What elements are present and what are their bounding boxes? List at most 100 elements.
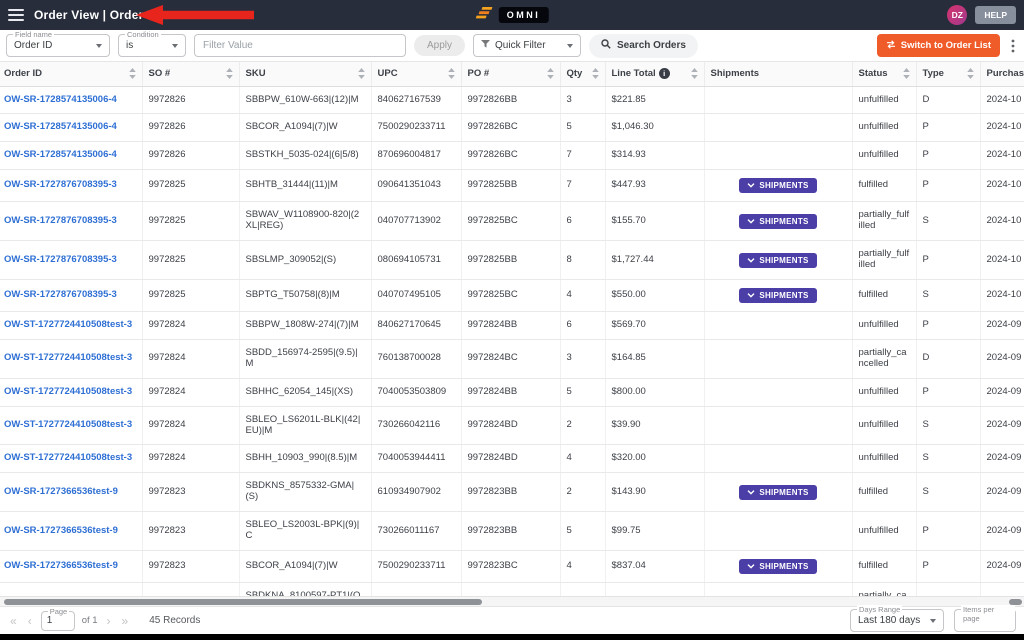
column-label: Status (858, 68, 888, 80)
table-row: OW-SR-1727876708395-3 9972825 SBHTB_31444|… (0, 169, 1024, 203)
cell-line-total: $1,046.30 (605, 113, 705, 143)
cell-line-total: $447.93 (605, 169, 705, 203)
cell-order-id: OW-SR-1727366536test-9 (0, 550, 143, 584)
page-number-input[interactable] (46, 615, 69, 626)
sort-icon[interactable] (447, 68, 455, 80)
shipments-button[interactable]: SHIPMENTS (739, 484, 817, 500)
chevron-down-icon (172, 43, 178, 48)
previous-page-button[interactable]: ‹ (27, 613, 32, 628)
order-id-link[interactable]: OW-SR-1727366536test-9 (4, 560, 118, 572)
order-id-link[interactable]: OW-SR-1727366536test-9 (4, 524, 118, 536)
field-name-select[interactable]: Field name Order ID (6, 30, 110, 57)
column-header-sku[interactable]: SKU (239, 62, 372, 87)
order-id-link[interactable]: OW-ST-1727724410508test-3 (4, 385, 133, 397)
cell-line-total: $800.00 (605, 378, 705, 407)
order-id-link[interactable]: OW-ST-1727724410508test-3 (4, 419, 133, 431)
cell-so-number: 9972823 (142, 550, 240, 584)
cell-order-id: OW-SR-1727876708395-3 (0, 240, 143, 280)
order-id-link[interactable]: OW-SR-1727876708395-3 (4, 253, 117, 265)
order-id-link[interactable]: OW-SR-1728574135006-4 (4, 149, 117, 161)
cell-type: S (916, 406, 981, 446)
pinned-scrollbar-thumb[interactable] (1009, 599, 1022, 605)
shipments-button-label: SHIPMENTS (759, 216, 809, 226)
cell-shipments (704, 444, 853, 474)
cell-so-number: 9972826 (142, 86, 240, 115)
shipments-button[interactable]: SHIPMENTS (739, 178, 817, 194)
cell-sku: SBLEO_LS6201L-BLK|(42|EU)|M (239, 406, 372, 446)
column-header-purchase[interactable]: Purchase (980, 62, 1024, 87)
column-header-order-id[interactable]: Order ID (0, 62, 143, 87)
column-header-po-[interactable]: PO # (461, 62, 561, 87)
table-row: OW-SR-1728574135006-4 9972826 SBCOR_A1094|… (0, 113, 1024, 143)
column-header-so-[interactable]: SO # (142, 62, 240, 87)
order-id-link[interactable]: OW-SR-1728574135006-4 (4, 121, 117, 133)
switch-to-order-list-button[interactable]: Switch to Order List (876, 34, 1000, 57)
sort-icon[interactable] (357, 68, 365, 80)
column-header-shipments[interactable]: Shipments (704, 62, 853, 87)
cell-po-number: 9972826BC (461, 113, 561, 143)
shipments-button[interactable]: SHIPMENTS (739, 213, 817, 229)
column-header-qty[interactable]: Qty (560, 62, 606, 87)
omni-logo-text: OMNI (498, 7, 549, 23)
cell-sku: SBCOR_A1094|(7)|W (239, 550, 372, 584)
cell-po-number: 9972825BC (461, 279, 561, 312)
condition-select[interactable]: Condition is (118, 30, 186, 57)
filter-value-input[interactable] (194, 34, 406, 57)
items-per-page-select[interactable]: Items per page 100 (954, 605, 1016, 632)
cell-so-number: 9972823 (142, 511, 240, 552)
last-page-button[interactable]: » (121, 613, 129, 628)
shipments-button[interactable]: SHIPMENTS (739, 287, 817, 303)
order-id-link[interactable]: OW-SR-1727876708395-3 (4, 179, 117, 191)
sort-icon[interactable] (225, 68, 233, 80)
cell-purchase-date: 2024-09 (980, 311, 1024, 340)
shipments-button[interactable]: SHIPMENTS (739, 559, 817, 575)
cell-upc: 7040053944411 (371, 444, 462, 474)
help-button[interactable]: HELP (975, 6, 1016, 24)
cell-type: S (916, 201, 981, 242)
shipments-button-label: SHIPMENTS (759, 290, 809, 300)
apply-button[interactable]: Apply (414, 35, 466, 56)
next-page-button[interactable]: › (106, 613, 111, 628)
search-orders-button[interactable]: Search Orders (589, 33, 698, 58)
order-id-link[interactable]: OW-ST-1727724410508test-3 (4, 352, 133, 364)
order-id-link[interactable]: OW-SR-1727876708395-3 (4, 214, 117, 226)
column-header-line-total[interactable]: Line Total (605, 62, 705, 87)
cell-status: unfulfilled (852, 444, 917, 474)
order-id-link[interactable]: OW-SR-1728574135006-4 (4, 93, 117, 105)
cell-line-total: $1,727.44 (605, 240, 705, 280)
cell-type: S (916, 279, 981, 312)
quick-filter-select[interactable]: Quick Filter (473, 34, 582, 57)
days-range-select[interactable]: Days Range Last 180 days (850, 605, 944, 632)
cell-line-total: $221.85 (605, 86, 705, 115)
column-header-upc[interactable]: UPC (371, 62, 462, 87)
cell-status: unfulfilled (852, 141, 917, 171)
column-header-type[interactable]: Type (916, 62, 981, 87)
sort-icon[interactable] (690, 68, 698, 80)
cell-status: partially_cancelled (852, 339, 917, 379)
avatar[interactable]: DZ (947, 5, 968, 25)
chevron-down-icon (930, 618, 936, 623)
sort-icon[interactable] (902, 68, 910, 80)
sort-icon[interactable] (966, 68, 974, 80)
shipments-button[interactable]: SHIPMENTS (739, 252, 817, 268)
order-id-link[interactable]: OW-ST-1727724410508test-3 (4, 452, 133, 464)
info-icon[interactable] (658, 68, 670, 80)
cell-so-number: 9972824 (142, 378, 240, 407)
kebab-menu-icon[interactable] (1008, 39, 1018, 53)
cell-qty: 4 (560, 444, 606, 474)
sort-icon[interactable] (128, 68, 136, 80)
horizontal-scrollbar-thumb[interactable] (4, 599, 482, 605)
order-id-link[interactable]: OW-SR-1727876708395-3 (4, 288, 117, 300)
order-id-link[interactable]: OW-SR-1727366536test-9 (4, 485, 118, 497)
cell-shipments (704, 113, 853, 143)
sort-icon[interactable] (546, 68, 554, 80)
cell-type: S (916, 444, 981, 474)
sort-icon[interactable] (591, 68, 599, 80)
cell-type: D (916, 86, 981, 115)
first-page-button[interactable]: « (10, 613, 17, 628)
column-header-status[interactable]: Status (852, 62, 917, 87)
hamburger-menu-icon[interactable] (8, 9, 24, 21)
cell-sku: SBLEO_LS2003L-BPK|(9)|C (239, 511, 372, 552)
table-row: OW-SR-1727366536test-99972823SBDKNA_8100… (0, 582, 1024, 596)
order-id-link[interactable]: OW-ST-1727724410508test-3 (4, 318, 133, 330)
